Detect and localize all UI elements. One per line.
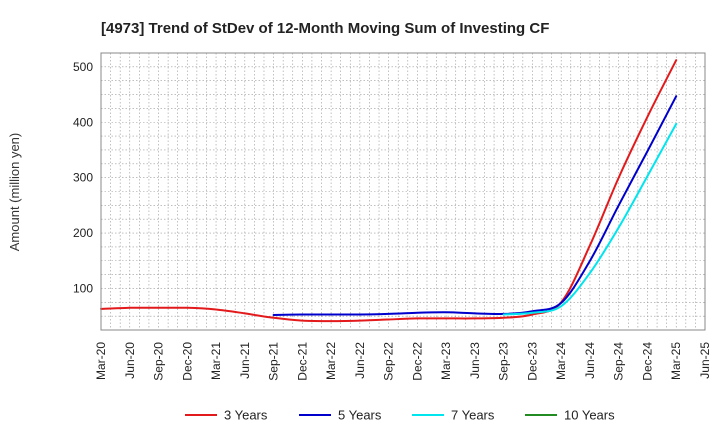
x-tick-label: Sep-22 (382, 342, 396, 381)
legend-label: 5 Years (338, 408, 382, 423)
legend-item: 10 Years (525, 408, 615, 423)
x-tick-label: Mar-25 (669, 342, 683, 380)
legend: 3 Years 5 Years 7 Years 10 Years (185, 408, 615, 423)
x-tick-label: Dec-24 (640, 342, 654, 381)
series-line-7-years (502, 122, 678, 316)
y-tick-label: 100 (73, 281, 93, 295)
x-tick-label: Sep-21 (267, 342, 281, 381)
x-tick-label: Jun-21 (238, 342, 252, 379)
x-tick-label: Dec-23 (525, 342, 539, 381)
legend-item: 3 Years (185, 408, 268, 423)
x-tick-label: Mar-24 (554, 342, 568, 380)
x-tick-label: Jun-20 (123, 342, 137, 379)
y-axis-label: Amount (million yen) (7, 133, 22, 252)
legend-item: 7 Years (412, 408, 495, 423)
x-tick-label: Mar-21 (209, 342, 223, 380)
legend-label: 7 Years (451, 408, 495, 423)
y-tick-label: 400 (73, 115, 93, 129)
legend-label: 3 Years (224, 408, 268, 423)
plot-frame (100, 52, 706, 331)
legend-item: 5 Years (299, 408, 382, 423)
x-tick-label: Mar-23 (439, 342, 453, 380)
x-tick-label: Sep-23 (497, 342, 511, 381)
x-tick-label: Mar-20 (94, 342, 108, 380)
x-tick-label: Dec-20 (180, 342, 194, 381)
x-tick-label: Jun-24 (583, 342, 597, 379)
x-tick-label: Jun-23 (468, 342, 482, 379)
y-tick-label: 300 (73, 171, 93, 185)
x-tick-label: Dec-22 (410, 342, 424, 381)
x-tick-label: Mar-22 (324, 342, 338, 380)
series-line-3-years (100, 59, 678, 323)
series-line-5-years (272, 95, 678, 316)
x-tick-label: Sep-24 (612, 342, 626, 381)
x-tick-label: Dec-21 (295, 342, 309, 381)
x-tick-label: Jun-25 (698, 342, 712, 379)
series-lines (100, 59, 678, 323)
y-tick-label: 500 (73, 60, 93, 74)
legend-label: 10 Years (564, 408, 615, 423)
plot-grid (101, 53, 705, 330)
x-tick-labels: Mar-20 Jun-20 Sep-20 Dec-20 Mar-21 Jun-21 Sep-… (94, 342, 712, 381)
x-tick-label: Jun-22 (353, 342, 367, 379)
x-tick-label: Sep-20 (152, 342, 166, 381)
y-tick-label: 200 (73, 226, 93, 240)
y-tick-labels: 100 200 300 400 500 (73, 60, 93, 296)
chart-title: [4973] Trend of StDev of 12-Month Moving… (101, 20, 549, 37)
